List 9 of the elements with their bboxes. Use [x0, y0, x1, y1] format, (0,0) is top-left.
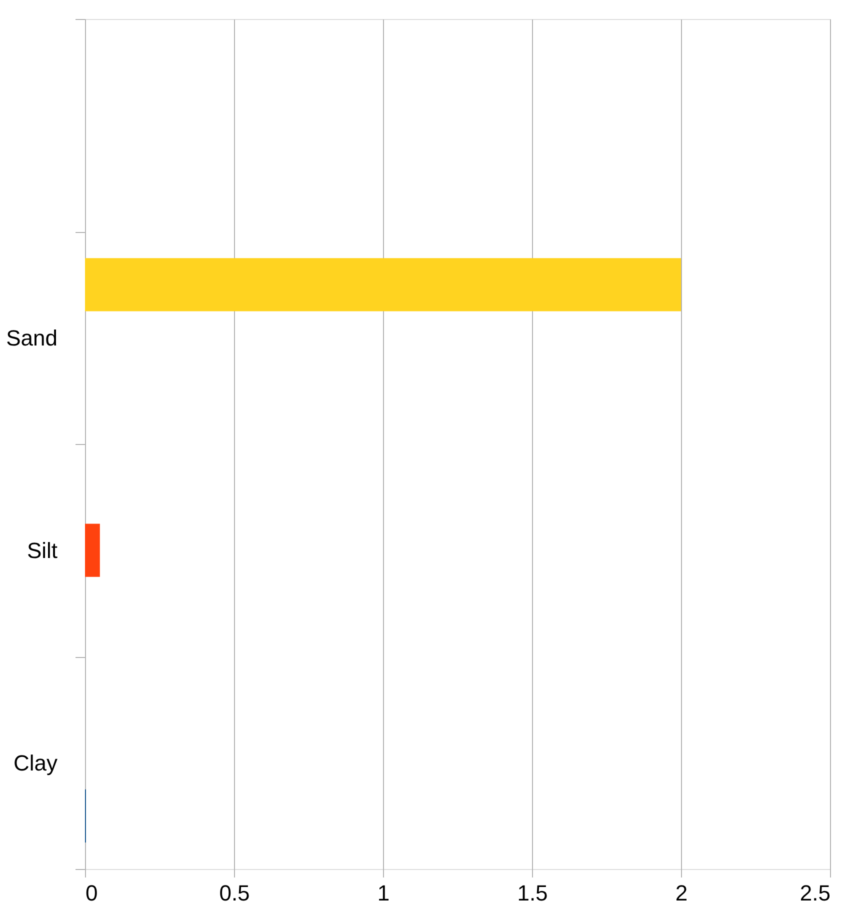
x-tick-label: 0.5 — [219, 880, 250, 906]
x-tick-label: 1.5 — [517, 880, 548, 906]
x-tick-label: 1 — [377, 880, 390, 906]
x-tick-label: 2 — [675, 880, 688, 906]
y-tick-label: Silt — [26, 538, 58, 563]
y-tick-label: Sand — [6, 325, 58, 350]
x-tick-label: 2.5 — [800, 880, 830, 906]
y-tick-label: Clay — [13, 750, 58, 776]
x-tick-label: 0 — [86, 880, 98, 906]
